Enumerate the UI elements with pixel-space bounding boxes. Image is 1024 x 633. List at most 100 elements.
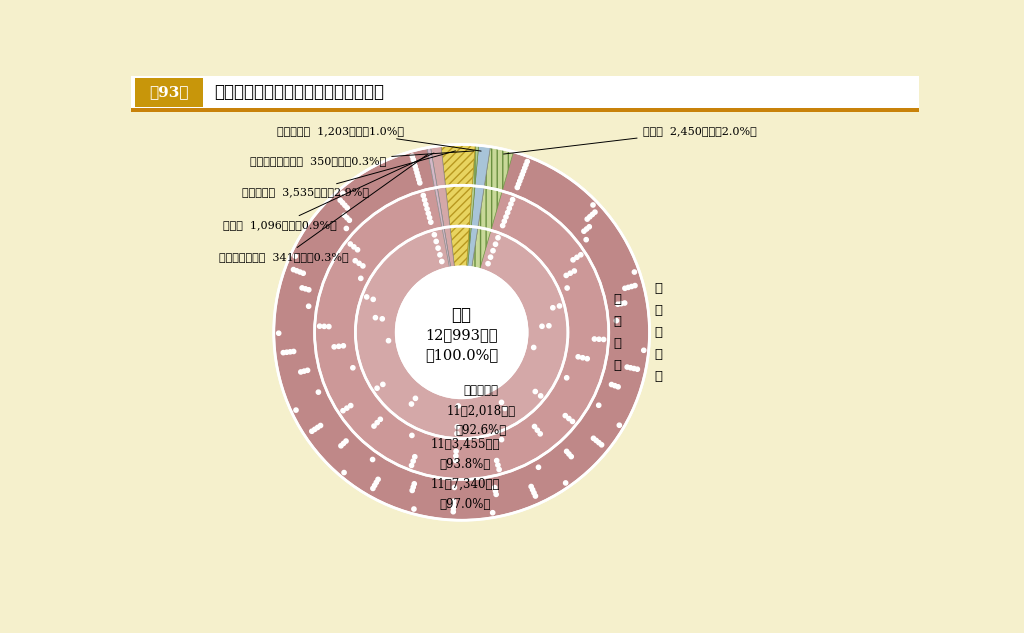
Circle shape [410,463,414,468]
Circle shape [585,356,590,361]
Circle shape [341,441,346,446]
Circle shape [386,339,390,343]
Circle shape [348,403,353,408]
Circle shape [520,172,524,177]
Circle shape [551,306,555,310]
Circle shape [540,324,544,329]
Circle shape [594,439,598,442]
Circle shape [413,164,417,168]
Circle shape [519,175,523,180]
Circle shape [534,494,538,498]
Circle shape [438,253,442,257]
Circle shape [344,227,348,230]
FancyBboxPatch shape [131,108,920,112]
Circle shape [490,511,495,515]
Wedge shape [355,228,568,439]
Text: 11兆7,340億円
（97.0%）: 11兆7,340億円 （97.0%） [431,477,501,511]
Circle shape [501,223,505,228]
Circle shape [410,488,415,492]
Circle shape [529,484,534,489]
Circle shape [502,219,507,223]
Circle shape [342,213,346,218]
Circle shape [375,386,379,391]
Text: 第93図: 第93図 [150,85,188,99]
Wedge shape [427,147,462,332]
Circle shape [298,270,302,274]
Circle shape [557,304,561,308]
Circle shape [318,423,323,428]
Circle shape [497,467,502,472]
Circle shape [348,242,352,246]
Circle shape [490,249,496,253]
FancyBboxPatch shape [135,78,203,107]
Circle shape [414,396,418,401]
Circle shape [412,507,416,511]
Circle shape [358,276,362,280]
Circle shape [293,254,297,258]
Circle shape [454,454,458,458]
Circle shape [341,191,345,196]
Circle shape [340,201,345,205]
Circle shape [521,169,525,173]
Circle shape [574,255,579,260]
Circle shape [525,160,529,164]
Circle shape [378,417,382,422]
Circle shape [323,324,327,329]
Circle shape [417,177,421,182]
Circle shape [316,390,321,394]
Circle shape [563,413,567,418]
Circle shape [539,394,543,398]
Circle shape [411,485,416,489]
Circle shape [585,227,589,231]
Circle shape [584,237,589,242]
Circle shape [452,506,456,510]
Circle shape [569,454,573,459]
Wedge shape [462,145,478,332]
Circle shape [338,198,342,203]
Circle shape [452,499,456,503]
Circle shape [582,229,586,234]
Circle shape [507,206,511,210]
Circle shape [423,197,427,202]
Text: （100.0%）: （100.0%） [425,349,499,363]
Circle shape [506,210,510,215]
Circle shape [629,366,633,370]
Wedge shape [273,147,649,520]
Circle shape [524,163,528,167]
Circle shape [495,458,499,463]
Wedge shape [430,146,462,332]
Circle shape [577,354,581,359]
Circle shape [503,406,507,411]
Circle shape [372,424,376,428]
Circle shape [353,259,357,263]
Circle shape [547,323,551,328]
Circle shape [380,316,384,321]
Circle shape [317,324,322,329]
Circle shape [418,181,422,185]
Circle shape [571,258,575,262]
Text: 後期高齢者医療事業の歳出決算の状況: 後期高齢者医療事業の歳出決算の状況 [214,84,384,101]
Circle shape [455,425,460,429]
Circle shape [416,174,420,179]
Circle shape [432,233,436,237]
Circle shape [439,260,444,263]
Circle shape [564,375,568,380]
Circle shape [592,337,597,341]
Circle shape [414,167,418,172]
Circle shape [566,417,571,421]
Circle shape [305,368,309,372]
Circle shape [302,369,306,373]
Circle shape [615,302,620,306]
Circle shape [530,487,535,492]
Circle shape [509,202,513,206]
Circle shape [623,286,627,291]
Circle shape [454,449,458,453]
Circle shape [381,382,385,387]
Circle shape [355,248,359,252]
Circle shape [424,203,428,206]
Circle shape [570,419,574,423]
Circle shape [343,203,347,208]
Circle shape [411,459,416,463]
Circle shape [456,404,461,408]
Circle shape [300,285,304,290]
